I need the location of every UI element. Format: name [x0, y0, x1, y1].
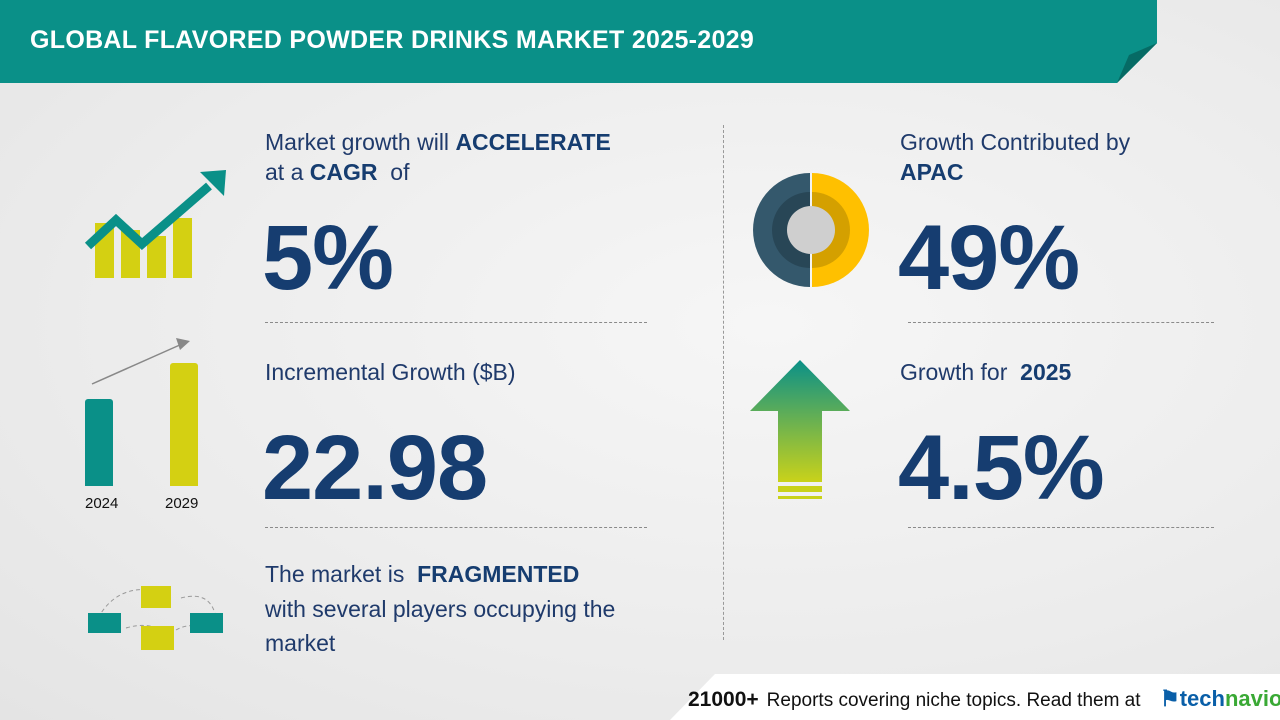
up-arrow-icon [750, 360, 850, 499]
divider [265, 322, 647, 323]
fragmented-text: The market is FRAGMENTED with several pl… [265, 561, 616, 656]
region-value: 49% [898, 207, 1080, 309]
vertical-divider [723, 125, 724, 640]
year-label-2029: 2029 [165, 495, 199, 512]
technavio-logo[interactable]: ⚑technavio [1160, 686, 1280, 711]
cagr-label: Market growth will ACCELERATE at a CAGR … [265, 129, 611, 185]
year-label-2024: 2024 [85, 495, 119, 512]
yoy-value: 4.5% [898, 417, 1105, 519]
region-label: Growth Contributed by APAC [900, 129, 1131, 185]
divider [265, 527, 647, 528]
title-banner [0, 0, 1157, 83]
incremental-value: 22.98 [262, 417, 488, 519]
growth-chart-icon [84, 170, 226, 278]
divider [908, 322, 1214, 323]
cagr-value: 5% [262, 207, 394, 309]
footer-band [670, 674, 1280, 720]
footer-text: 21000+ Reports covering niche topics. Rea… [688, 688, 1141, 711]
bar-growth-icon [85, 338, 198, 486]
page-title: GLOBAL FLAVORED POWDER DRINKS MARKET 202… [30, 26, 755, 54]
divider [908, 527, 1214, 528]
yoy-label: Growth for 2025 [900, 359, 1072, 385]
buildings-icon [88, 586, 223, 650]
incremental-label: Incremental Growth ($B) [265, 359, 516, 385]
donut-icon [753, 173, 869, 287]
